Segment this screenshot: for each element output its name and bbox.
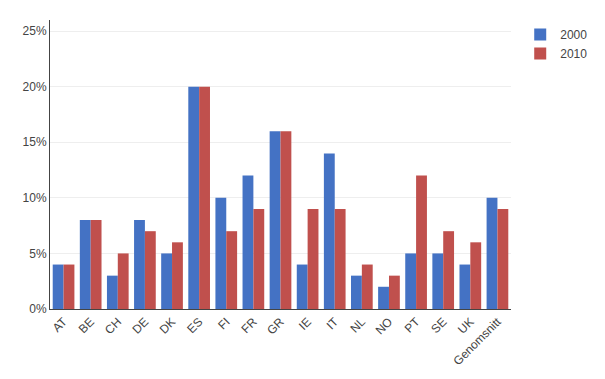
- svg-text:0%: 0%: [29, 302, 47, 316]
- svg-text:CH: CH: [102, 315, 124, 337]
- svg-text:20%: 20%: [23, 80, 47, 94]
- svg-text:DE: DE: [130, 315, 152, 337]
- svg-text:2010: 2010: [560, 47, 587, 61]
- svg-text:SE: SE: [428, 315, 449, 336]
- svg-text:NO: NO: [373, 315, 396, 338]
- svg-text:GR: GR: [264, 315, 287, 338]
- svg-text:AT: AT: [50, 314, 71, 335]
- svg-text:UK: UK: [455, 315, 477, 337]
- svg-text:NL: NL: [347, 315, 368, 336]
- svg-text:10%: 10%: [23, 191, 47, 205]
- svg-text:15%: 15%: [23, 135, 47, 149]
- svg-text:DK: DK: [157, 315, 179, 337]
- svg-text:FI: FI: [215, 315, 232, 332]
- svg-text:BE: BE: [76, 315, 97, 336]
- svg-text:IT: IT: [324, 314, 342, 332]
- svg-text:Genomsnitt: Genomsnitt: [451, 314, 505, 368]
- svg-text:5%: 5%: [29, 247, 47, 261]
- svg-text:ES: ES: [184, 315, 205, 336]
- svg-text:IE: IE: [296, 315, 314, 333]
- svg-text:PT: PT: [402, 314, 423, 335]
- svg-text:2000: 2000: [560, 28, 587, 42]
- svg-text:25%: 25%: [23, 24, 47, 38]
- svg-text:FR: FR: [239, 315, 260, 336]
